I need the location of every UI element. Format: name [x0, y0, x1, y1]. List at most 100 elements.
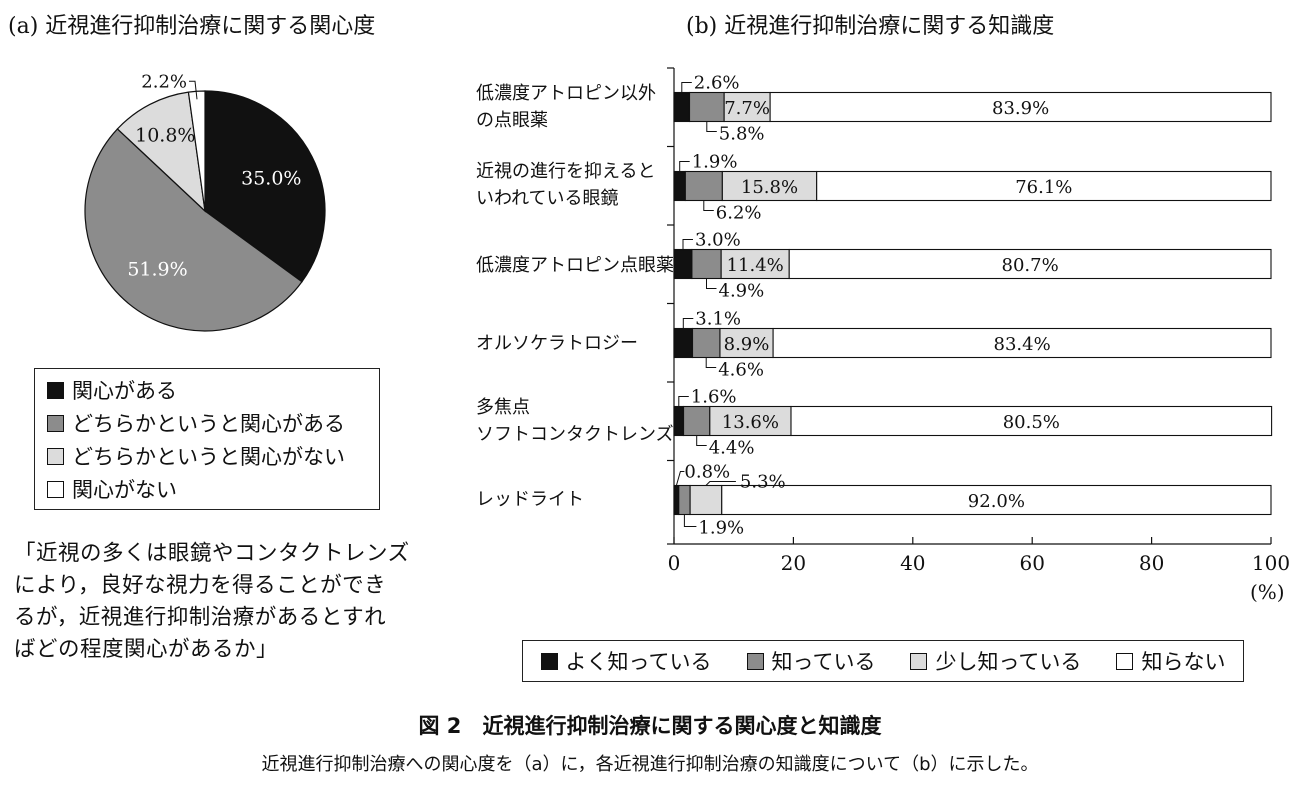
bar-segment	[720, 248, 790, 280]
legend-label: 知っている	[771, 650, 876, 674]
pie-legend-item: どちらかというと関心がある	[47, 408, 345, 438]
bar-value-label: 5.3%	[740, 472, 786, 493]
legend-label: 関心がある	[72, 379, 177, 403]
category-label: オルソケラトロジー	[476, 330, 638, 357]
x-tick-label: 60	[1019, 551, 1044, 575]
figure-label: 図 2	[418, 714, 462, 738]
bar-value-label: 8.9%	[724, 334, 770, 355]
bar-leader-line	[683, 514, 697, 527]
bar-chart-title: (b) 近視進行抑制治療に関する知識度	[686, 14, 1055, 39]
legend-swatch	[47, 414, 64, 432]
legend-swatch	[746, 652, 764, 670]
legend-swatch	[47, 480, 64, 498]
legend-label: 関心がない	[72, 478, 177, 502]
bar-value-label: 5.8%	[719, 124, 765, 145]
bar-segment	[689, 484, 723, 516]
survey-question-line: により，良好な視力を得ることができ	[14, 573, 387, 598]
category-label: レッドライト	[476, 486, 584, 513]
bar-value-label: 13.6%	[722, 412, 779, 433]
category-label: 近視の進行を抑えると いわれている眼鏡	[476, 158, 655, 212]
stacked-bar-chart: 0 20 40 60 80 100 7.7% 83.9% 2.6% 5.8% 15.8% 76.1%…	[667, 67, 1290, 575]
survey-question: 「近視の多くは眼鏡やコンタクトレンズ により，良好な視力を得ることができ るが，…	[14, 538, 414, 666]
survey-question-line: 「近視の多くは眼鏡やコンタクトレンズ	[14, 541, 410, 566]
bar-value-label: 3.1%	[695, 309, 741, 330]
bar-value-label: 80.7%	[1002, 255, 1059, 276]
bar-value-label: 4.9%	[719, 281, 765, 302]
pie-chart: 35.0% 51.9% 10.8% 2.2%	[84, 71, 326, 332]
category-label-line: ソフトコンタクトレンズ	[476, 424, 674, 445]
pie-legend-item: 関心がない	[47, 474, 177, 504]
bar-segment	[816, 170, 1272, 202]
legend-label: 少し知っている	[935, 650, 1082, 674]
category-label: 低濃度アトロピン点眼薬	[476, 252, 674, 279]
bar-leader-line	[682, 318, 694, 329]
category-label-line: オルソケラトロジー	[476, 333, 638, 354]
bar-segment	[688, 91, 725, 123]
bar-value-label: 4.6%	[718, 360, 764, 381]
bar-leader-line	[675, 471, 685, 486]
bar-segment	[723, 91, 771, 123]
category-label-line: 近視の進行を抑えると	[476, 161, 656, 182]
bar-leader-line	[706, 278, 717, 289]
figure-title: 近視進行抑制治療に関する関心度と知識度	[482, 714, 882, 738]
bar-segment	[788, 248, 1272, 280]
x-tick-label: 40	[900, 551, 925, 575]
pie-legend: 関心がある どちらかというと関心がある どちらかというと関心がない 関心がない	[34, 368, 380, 510]
bar-segment	[673, 248, 693, 280]
bar-segment	[684, 170, 723, 202]
bar-value-label: 4.4%	[709, 438, 755, 459]
bar-value-label: 80.5%	[1003, 412, 1060, 433]
bar-legend-item: 知っている	[746, 646, 876, 676]
bar-segment	[673, 170, 686, 202]
bar-value-label: 1.6%	[691, 387, 737, 408]
bar-segment	[682, 405, 711, 437]
bar-segment	[772, 327, 1272, 359]
pie-chart-title: (a) 近視進行抑制治療に関する関心度	[8, 14, 376, 39]
bar-segment	[691, 327, 721, 359]
survey-question-line: るが，近視進行抑制治療があるとすれ	[14, 605, 387, 630]
x-tick-label: 80	[1139, 551, 1164, 575]
pie-legend-item: 関心がある	[47, 375, 177, 405]
bar-segment	[769, 91, 1272, 123]
bar-value-label: 76.1%	[1015, 177, 1072, 198]
bar-segment	[721, 484, 1272, 516]
x-tick-label: 100	[1252, 551, 1290, 575]
legend-swatch	[910, 652, 928, 670]
category-label-line: 低濃度アトロピン以外	[476, 83, 656, 104]
bar-segment	[673, 405, 685, 437]
bar-leader-line	[705, 357, 717, 368]
pie-legend-item: どちらかというと関心がない	[47, 441, 345, 471]
bar-value-label: 3.0%	[695, 230, 741, 251]
bar-value-label: 0.8%	[684, 462, 730, 483]
bar-legend-item: 少し知っている	[910, 646, 1081, 676]
bar-segment	[673, 91, 691, 123]
bar-leader-line	[705, 481, 736, 486]
legend-label: よく知っている	[565, 650, 712, 674]
bar-value-label: 15.8%	[741, 177, 798, 198]
x-axis-unit: (%)	[1250, 580, 1285, 604]
bar-segment	[673, 327, 694, 359]
bar-legend-item: 知らない	[1116, 646, 1225, 676]
bar-value-label: 1.9%	[692, 152, 738, 173]
bar-value-label: 6.2%	[716, 203, 762, 224]
bar-leader-line	[678, 396, 689, 407]
figure-description: 近視進行抑制治療への関心度を（a）に，各近視進行抑制治療の知識度について（b）に…	[261, 754, 1039, 775]
category-label-line: 多焦点	[476, 397, 530, 418]
category-label-line: 低濃度アトロピン点眼薬	[476, 255, 674, 276]
pie-value-label: 2.2%	[141, 71, 187, 92]
bar-segment	[719, 327, 774, 359]
bar-leader-line	[681, 82, 692, 93]
bar-segment	[673, 484, 680, 516]
category-label: 低濃度アトロピン以外 の点眼薬	[476, 80, 656, 134]
pie-slice	[204, 90, 326, 283]
x-tick-label: 20	[781, 551, 806, 575]
legend-swatch	[1116, 652, 1134, 670]
bar-value-label: 1.9%	[698, 518, 744, 539]
survey-question-line: ばどの程度関心があるか」	[14, 637, 279, 662]
bar-segment	[790, 405, 1273, 437]
bar-leader-line	[703, 200, 714, 211]
legend-swatch	[540, 652, 558, 670]
pie-slice	[187, 90, 206, 212]
bar-value-label: 83.9%	[992, 98, 1049, 119]
legend-swatch	[47, 381, 64, 399]
